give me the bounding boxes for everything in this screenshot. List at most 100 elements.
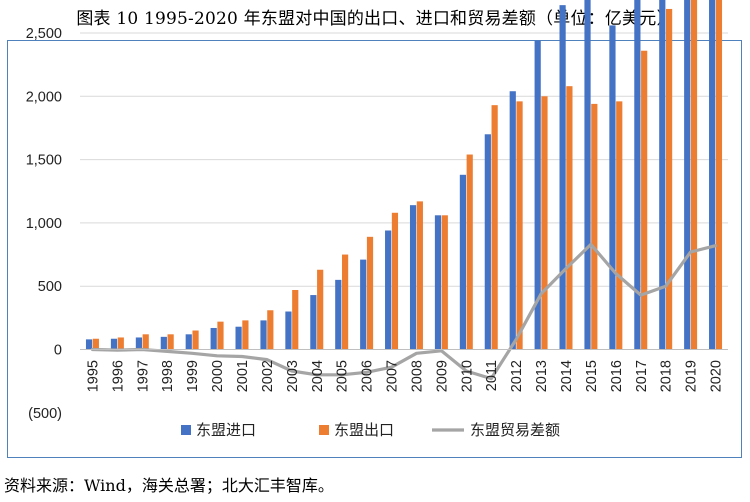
bar-export bbox=[341, 254, 349, 350]
gridlines bbox=[80, 32, 728, 287]
bar-export bbox=[92, 338, 99, 350]
bars bbox=[85, 0, 723, 350]
x-tick-label: 2012 bbox=[509, 360, 525, 392]
bar-export bbox=[192, 330, 199, 350]
bar-export bbox=[217, 321, 224, 350]
bar-import bbox=[160, 336, 167, 350]
bar-import bbox=[534, 40, 541, 350]
x-tick-label: 2011 bbox=[484, 360, 500, 391]
bar-import bbox=[459, 174, 467, 350]
x-tick-label: 2003 bbox=[285, 360, 301, 392]
y-tick-label: 500 bbox=[38, 279, 62, 295]
bar-import bbox=[310, 295, 317, 350]
bar-export bbox=[566, 86, 573, 350]
y-tick-label: 2,500 bbox=[26, 26, 62, 42]
bar-import bbox=[709, 0, 716, 350]
bar-import bbox=[484, 134, 491, 350]
bar-import bbox=[85, 339, 93, 350]
x-tick-label: 2016 bbox=[609, 360, 625, 392]
x-tick-label: 1996 bbox=[110, 360, 126, 392]
bar-import bbox=[110, 338, 118, 350]
bar-export bbox=[616, 101, 623, 350]
bar-import bbox=[235, 326, 242, 350]
bar-import bbox=[609, 25, 616, 350]
bar-import bbox=[559, 5, 566, 350]
balance-line bbox=[90, 242, 718, 381]
axes: (500)05001,0001,5002,0002,5003,0003,5004… bbox=[26, 26, 728, 422]
bar-export bbox=[391, 212, 399, 350]
y-tick-label: 1,500 bbox=[26, 153, 62, 169]
bar-export bbox=[516, 101, 523, 350]
y-tick-label: (500) bbox=[28, 406, 62, 422]
x-tick-label: 2013 bbox=[534, 360, 550, 392]
x-tick-label: 2000 bbox=[210, 360, 226, 392]
bar-import bbox=[210, 327, 217, 350]
bar-export bbox=[715, 0, 723, 350]
bar-export bbox=[491, 105, 498, 350]
bar-import bbox=[409, 205, 417, 350]
x-tick-label: 1997 bbox=[135, 360, 151, 392]
bar-import bbox=[360, 259, 367, 350]
bar-import bbox=[509, 91, 516, 350]
bar-export bbox=[142, 334, 149, 350]
legend-label: 东盟出口 bbox=[334, 421, 394, 439]
x-tick-label: 2002 bbox=[260, 360, 276, 392]
balance-polyline bbox=[90, 242, 718, 381]
bar-export bbox=[690, 0, 698, 350]
x-tick-label: 2001 bbox=[235, 360, 251, 392]
bar-export bbox=[416, 201, 423, 350]
bar-import bbox=[135, 337, 143, 350]
bar-export bbox=[267, 310, 274, 350]
y-tick-label: 1,000 bbox=[26, 216, 62, 232]
bar-export bbox=[117, 337, 124, 350]
bar-export bbox=[541, 96, 548, 350]
legend-swatch bbox=[319, 425, 329, 435]
x-tick-label: 2020 bbox=[709, 360, 725, 392]
bar-export bbox=[242, 320, 249, 350]
bar-import bbox=[285, 311, 292, 350]
bar-import bbox=[634, 0, 641, 350]
x-tick-label: 2019 bbox=[684, 360, 700, 392]
bar-import bbox=[260, 320, 267, 350]
y-tick-label: 2,000 bbox=[26, 89, 62, 105]
legend: 东盟进口 东盟出口 东盟贸易差额 bbox=[181, 421, 560, 439]
x-tick-label: 2007 bbox=[385, 360, 401, 392]
bar-import bbox=[434, 215, 442, 350]
bar-export bbox=[665, 8, 673, 350]
bar-import bbox=[659, 0, 666, 350]
bar-import bbox=[185, 334, 192, 350]
x-tick-label: 2015 bbox=[584, 360, 600, 392]
x-tick-label: 2014 bbox=[559, 360, 575, 392]
bar-import bbox=[584, 0, 591, 350]
legend-label: 东盟进口 bbox=[196, 421, 256, 439]
bar-export bbox=[466, 154, 473, 350]
x-tick-label: 2004 bbox=[310, 360, 326, 392]
bar-export bbox=[317, 269, 324, 350]
x-tick-label: 2006 bbox=[360, 360, 376, 392]
x-tick-label: 1999 bbox=[185, 360, 201, 392]
bar-import bbox=[385, 230, 392, 350]
x-tick-label: 2009 bbox=[434, 360, 450, 392]
bar-export bbox=[167, 334, 174, 350]
x-tick-label: 1995 bbox=[85, 360, 101, 392]
legend-label: 东盟贸易差额 bbox=[470, 421, 560, 439]
x-tick-label: 2005 bbox=[335, 360, 351, 392]
x-tick-label: 2018 bbox=[659, 360, 675, 392]
x-tick-label: 1998 bbox=[160, 360, 176, 392]
bar-export bbox=[441, 215, 448, 350]
bar-import bbox=[335, 279, 342, 350]
y-tick-label: 0 bbox=[54, 343, 62, 359]
source-note: 资料来源：Wind，海关总署；北大汇丰智库。 bbox=[4, 476, 334, 495]
bar-export bbox=[292, 289, 299, 350]
chart-frame bbox=[7, 40, 742, 458]
bar-import bbox=[684, 0, 691, 350]
bar-export bbox=[591, 103, 598, 350]
bar-export bbox=[641, 50, 648, 350]
x-tick-label: 2010 bbox=[459, 360, 475, 392]
legend-swatch bbox=[181, 425, 191, 435]
chart-title: 图表 10 1995-2020 年东盟对中国的出口、进口和贸易差额（单位：亿美元… bbox=[76, 9, 674, 29]
x-tick-label: 2017 bbox=[634, 360, 650, 392]
bar-export bbox=[366, 236, 374, 350]
x-tick-label: 2008 bbox=[409, 360, 425, 392]
